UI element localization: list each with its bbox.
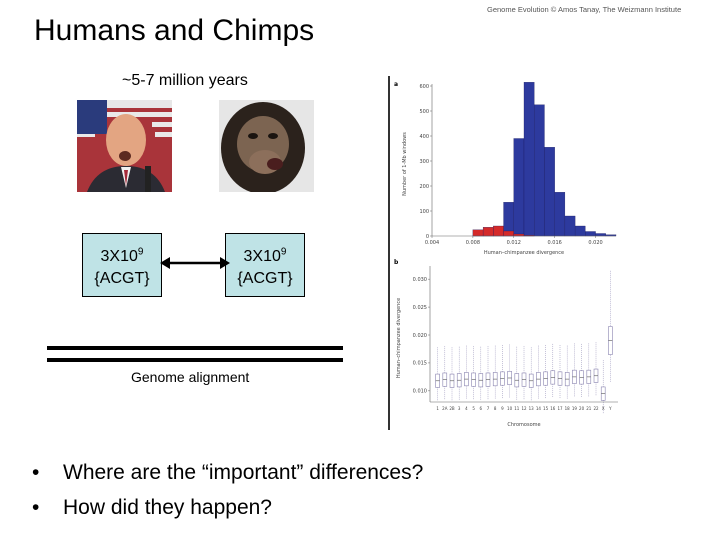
chromosome-tick: Y xyxy=(608,406,612,411)
panel-a-xtick: 0.012 xyxy=(507,240,521,246)
panel-a-ytick: 0 xyxy=(426,234,429,240)
histogram-bar-blue xyxy=(585,231,596,237)
credit-line: Genome Evolution © Amos Tanay, The Weizm… xyxy=(487,5,682,14)
slide-title: Humans and Chimps xyxy=(34,14,315,47)
histogram-bar-blue xyxy=(554,192,566,237)
chromosome-tick: 15 xyxy=(543,406,549,411)
histogram-bar-blue xyxy=(513,138,525,237)
alignment-bar-chimp xyxy=(47,358,343,362)
alignment-bar-human xyxy=(47,346,343,350)
panel-a-ytick: 400 xyxy=(419,134,429,140)
bullet-list: • Where are the “important” differences? … xyxy=(32,455,423,525)
human-genome-box: 3X109 {ACGT} xyxy=(82,233,162,297)
bullet-item: • Where are the “important” differences? xyxy=(32,455,423,490)
panel-a-xtick: 0.020 xyxy=(588,240,602,246)
bullet-item: • How did they happen? xyxy=(32,490,423,525)
panel-b-ytick: 0.010 xyxy=(413,389,427,395)
histogram-bar-blue xyxy=(534,104,545,237)
chromosome-tick: 19 xyxy=(572,406,578,411)
histogram-bar-red xyxy=(472,229,484,237)
chromosome-tick: 20 xyxy=(579,406,585,411)
panel-a-xtick: 0.008 xyxy=(466,240,480,246)
chromosome-tick: 7 xyxy=(487,406,490,411)
panel-b-ytick: 0.015 xyxy=(413,361,427,367)
panel-b-ytick: 0.020 xyxy=(413,333,427,339)
chromosome-tick: 2A xyxy=(442,406,448,411)
bullet-dot-icon: • xyxy=(32,496,40,519)
panel-b-ytick: 0.030 xyxy=(413,277,427,283)
chromosome-tick: 3 xyxy=(458,406,461,411)
histogram-bar-blue xyxy=(523,82,535,237)
panel-a-ytick: 600 xyxy=(419,84,429,90)
panel-b-ylabel: Human–chimpanzee divergence xyxy=(396,298,402,378)
chromosome-tick: 4 xyxy=(465,406,468,411)
human-genome-size: 3X109 xyxy=(100,247,144,266)
chromosome-tick: 8 xyxy=(494,406,497,411)
chromosome-tick: 14 xyxy=(536,406,542,411)
histogram-bar-blue xyxy=(544,147,555,237)
panel-a-xtick: 0.016 xyxy=(548,240,562,246)
human-photo xyxy=(77,100,172,192)
histogram-bar-blue xyxy=(574,225,586,237)
chromosome-tick: 6 xyxy=(480,406,483,411)
panel-a-ytick: 500 xyxy=(419,109,429,115)
alignment-label: Genome alignment xyxy=(131,369,250,385)
chimp-genome-alphabet: {ACGT} xyxy=(237,270,293,288)
chromosome-tick: 5 xyxy=(472,406,475,411)
panel-b-ytick: 0.025 xyxy=(413,305,427,311)
chromosome-tick: 2B xyxy=(449,406,455,411)
human-genome-alphabet: {ACGT} xyxy=(94,270,150,288)
chromosome-tick: 9 xyxy=(501,406,504,411)
chromosome-tick: 21 xyxy=(586,406,592,411)
panel-b-label: b xyxy=(394,259,399,266)
chimpanzee-photo xyxy=(219,100,314,192)
histogram-bar-blue xyxy=(564,215,576,237)
divergence-figure: a Number of 1-Mb windows 010020030040050… xyxy=(388,76,618,430)
panel-a-ytick: 300 xyxy=(419,159,429,165)
histogram-bar-blue xyxy=(595,233,606,237)
chromosome-tick: X xyxy=(602,406,605,411)
panel-a-xtick: 0.004 xyxy=(425,240,439,246)
double-arrow-icon xyxy=(160,257,230,269)
histogram-bar-red xyxy=(482,227,494,237)
chromosome-tick: 10 xyxy=(507,406,513,411)
panel-a-ytick: 200 xyxy=(419,184,429,190)
panel-b-xlabel: Chromosome xyxy=(507,422,540,428)
histogram-bar-red xyxy=(493,225,504,237)
chimp-genome-size: 3X109 xyxy=(243,247,287,266)
panel-a-ylabel: Number of 1-Mb windows xyxy=(402,132,408,196)
chromosome-tick: 22 xyxy=(593,406,599,411)
histogram-bar-red xyxy=(503,230,514,237)
panel-a-ytick: 100 xyxy=(419,209,429,215)
panel-a-label: a xyxy=(394,81,398,88)
divergence-time-label: ~5-7 million years xyxy=(122,72,248,89)
chromosome-tick: 12 xyxy=(521,406,527,411)
chromosome-tick: 1 xyxy=(436,406,439,411)
chromosome-tick: 16 xyxy=(550,406,556,411)
chromosome-tick: 13 xyxy=(529,406,535,411)
panel-a-xlabel: Human–chimpanzee divergence xyxy=(484,250,564,256)
chimp-genome-box: 3X109 {ACGT} xyxy=(225,233,305,297)
bullet-dot-icon: • xyxy=(32,461,40,484)
chromosome-tick: 11 xyxy=(514,406,520,411)
chromosome-tick: 18 xyxy=(565,406,571,411)
chromosome-tick: 17 xyxy=(557,406,563,411)
